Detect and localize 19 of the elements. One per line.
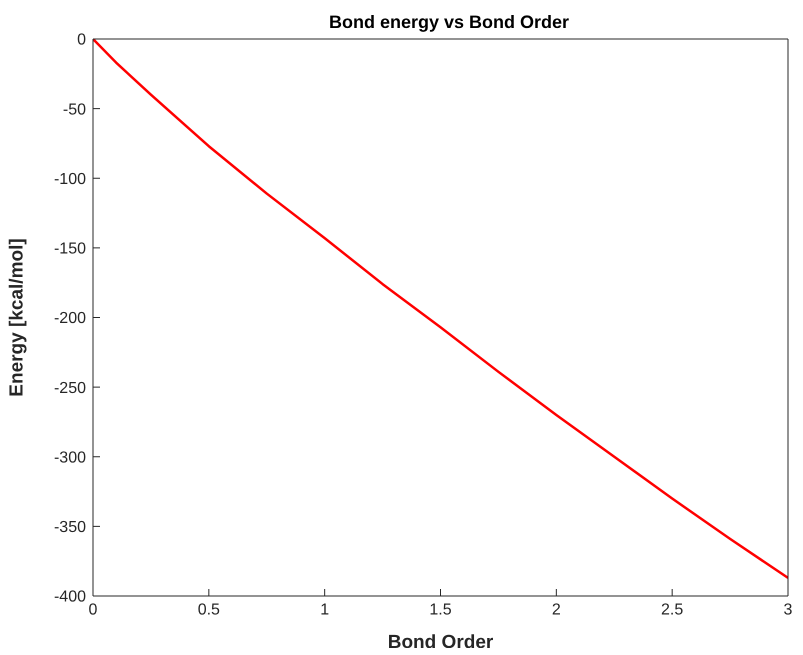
y-tick-label: -100 <box>54 170 86 188</box>
y-tick-label: -200 <box>54 310 86 328</box>
y-axis-title: Energy [kcal/mol] <box>6 238 28 397</box>
x-tick-label: 2.5 <box>661 601 684 618</box>
x-axis-title: Bond Order <box>388 632 494 653</box>
y-tick-label: -150 <box>54 240 86 258</box>
y-tick-label: -300 <box>54 449 86 466</box>
x-tick-label: 0.5 <box>198 601 220 618</box>
y-tick-label: -50 <box>62 101 86 118</box>
y-tick-label: -250 <box>54 380 86 397</box>
x-tick-label: 3 <box>784 601 793 618</box>
x-tick-label: 2 <box>552 601 561 618</box>
x-tick-label: 1.5 <box>429 601 452 618</box>
y-tick-label: 0 <box>77 32 86 49</box>
x-tick-label: 1 <box>320 601 330 618</box>
x-tick-label: 0 <box>88 601 98 618</box>
y-tick-label: -400 <box>54 588 86 606</box>
y-tick-label: -350 <box>54 519 86 536</box>
chart-title: Bond energy vs Bond Order <box>328 12 570 33</box>
